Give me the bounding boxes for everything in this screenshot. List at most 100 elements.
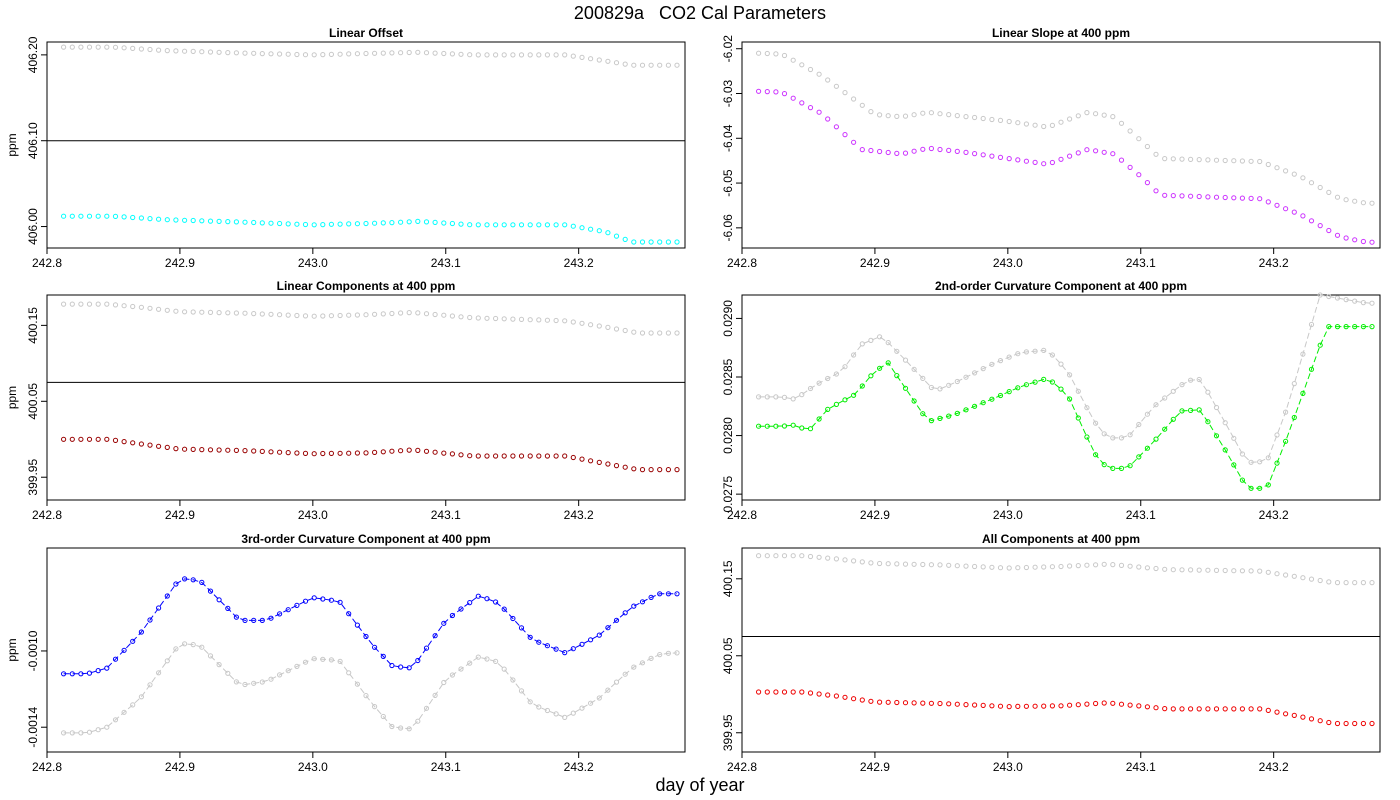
data-point <box>1308 716 1315 722</box>
data-point <box>613 60 620 66</box>
data-point <box>277 611 283 617</box>
data-point <box>764 394 770 400</box>
data-point <box>415 718 421 724</box>
data-point <box>639 239 646 245</box>
data-point <box>1369 300 1375 306</box>
data-point <box>251 448 257 454</box>
data-point <box>242 681 248 688</box>
data-point <box>285 607 291 613</box>
data-point <box>639 660 646 666</box>
data-point <box>562 52 568 58</box>
data-point <box>937 415 943 421</box>
data-point <box>285 450 291 456</box>
data-point <box>285 221 291 227</box>
data-point <box>773 51 779 57</box>
panel-1: Linear Offset 242.8 242.9 243.0 243.1 243.2 40… <box>5 26 686 270</box>
data-point <box>851 96 857 102</box>
data-point <box>501 453 507 459</box>
y-tick-label: -6.03 <box>721 80 735 108</box>
data-point <box>588 226 594 232</box>
data-point <box>816 380 822 386</box>
data-point <box>277 220 283 227</box>
data-point <box>1222 194 1228 201</box>
data-point <box>389 310 395 317</box>
data-point <box>130 303 136 310</box>
data-point <box>1032 159 1038 165</box>
data-point <box>756 689 762 695</box>
data-point <box>1093 452 1099 458</box>
data-point <box>406 219 412 225</box>
data-point <box>86 436 93 442</box>
data-point <box>510 677 516 683</box>
data-point <box>885 113 891 119</box>
data-point <box>648 62 654 68</box>
data-point <box>920 110 926 116</box>
data-point <box>1058 386 1064 392</box>
data-point <box>902 385 909 391</box>
data-point <box>173 581 179 587</box>
data-point <box>527 634 533 640</box>
plot-frame <box>46 41 686 249</box>
data-point <box>972 702 978 708</box>
data-point <box>665 330 672 336</box>
data-point <box>95 44 101 50</box>
data-point <box>1300 714 1306 720</box>
data-point <box>579 705 585 711</box>
data-point <box>1023 382 1030 388</box>
data-point <box>398 725 404 731</box>
data-point <box>868 109 874 115</box>
data-point <box>363 693 369 699</box>
data-point <box>781 553 788 559</box>
data-point <box>588 322 594 328</box>
data-point <box>911 112 917 118</box>
data-point <box>1326 579 1332 585</box>
y-tick-label: 400.15 <box>721 560 735 597</box>
data-point <box>553 52 559 58</box>
data-point <box>1058 361 1064 367</box>
y-axis-label: ppm <box>5 638 19 661</box>
data-point <box>622 464 628 470</box>
data-point <box>1084 147 1090 153</box>
data-point <box>104 213 110 219</box>
data-point <box>946 701 952 707</box>
data-point <box>1274 432 1280 438</box>
data-point <box>510 615 516 622</box>
data-point <box>363 50 369 57</box>
data-point <box>346 670 352 676</box>
data-point <box>842 364 848 370</box>
data-point <box>233 219 239 225</box>
data-point <box>130 440 136 446</box>
x-tick-label: 242.8 <box>727 760 757 774</box>
data-point <box>1196 706 1202 712</box>
data-point <box>605 230 611 236</box>
data-point <box>989 564 995 570</box>
x-tick-label: 242.9 <box>165 508 195 522</box>
data-point <box>622 327 628 334</box>
data-point <box>631 466 637 472</box>
x-tick-label: 242.9 <box>860 760 890 774</box>
data-point <box>911 700 917 706</box>
data-point <box>954 148 960 154</box>
y-tick-label: -6.06 <box>721 214 735 242</box>
data-point <box>790 57 796 63</box>
data-point <box>946 562 952 568</box>
data-point <box>613 617 620 623</box>
data-point <box>225 670 231 676</box>
data-point <box>147 216 153 222</box>
data-point <box>639 467 646 473</box>
x-tick-label: 242.9 <box>165 760 195 774</box>
data-point <box>631 329 637 335</box>
data-point <box>95 436 101 442</box>
data-point <box>199 309 205 315</box>
data-point <box>233 310 239 316</box>
data-point <box>1265 199 1271 205</box>
data-point <box>902 113 909 119</box>
data-point <box>579 54 585 61</box>
x-tick-label: 242.8 <box>32 256 62 270</box>
data-point <box>859 383 865 389</box>
data-point <box>877 365 883 371</box>
data-point <box>138 694 144 700</box>
data-point <box>1153 151 1159 157</box>
data-point <box>1326 293 1332 300</box>
data-point <box>1360 324 1367 330</box>
